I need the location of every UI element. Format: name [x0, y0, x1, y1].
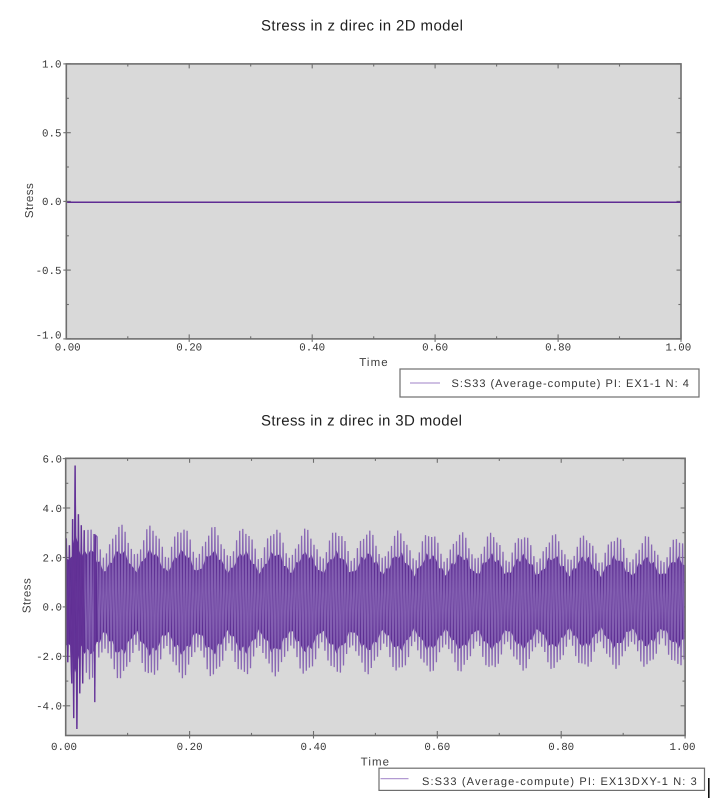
svg-text:0.40: 0.40: [299, 343, 325, 355]
svg-text:0.20: 0.20: [176, 343, 202, 355]
svg-text:0.40: 0.40: [301, 742, 327, 754]
svg-text:-1.0: -1.0: [36, 331, 62, 343]
svg-text:Time: Time: [359, 357, 389, 369]
svg-text:1.00: 1.00: [665, 343, 691, 355]
svg-text:-4.0: -4.0: [36, 702, 62, 714]
svg-text:0.00: 0.00: [55, 343, 81, 355]
svg-text:1.0: 1.0: [42, 60, 61, 72]
svg-text:6.0: 6.0: [43, 454, 62, 466]
svg-text:Stress: Stress: [22, 578, 34, 613]
svg-text:Time: Time: [361, 756, 391, 768]
svg-text:0.5: 0.5: [42, 129, 61, 141]
svg-text:0.60: 0.60: [424, 742, 450, 754]
svg-text:0.60: 0.60: [422, 343, 448, 355]
svg-text:-2.0: -2.0: [36, 652, 62, 664]
svg-text:0.80: 0.80: [545, 343, 571, 355]
svg-text:0.20: 0.20: [177, 742, 203, 754]
svg-text:4.0: 4.0: [43, 504, 62, 516]
svg-text:Stress in z direc in 2D model: Stress in z direc in 2D model: [261, 17, 463, 34]
svg-text:0.00: 0.00: [51, 742, 77, 754]
svg-text:0.0: 0.0: [42, 197, 61, 209]
svg-text:Stress in z direc in 3D model: Stress in z direc in 3D model: [261, 413, 462, 430]
svg-text:S:S33 (Average-compute) PI: EX: S:S33 (Average-compute) PI: EX13DXY-1 N:…: [422, 776, 698, 788]
svg-text:1.00: 1.00: [670, 742, 696, 754]
svg-text:2.0: 2.0: [43, 553, 62, 565]
svg-text:-0.5: -0.5: [36, 266, 62, 278]
svg-text:0.80: 0.80: [548, 742, 574, 754]
svg-text:S:S33 (Average-compute) PI: EX: S:S33 (Average-compute) PI: EX1-1 N: 4: [452, 378, 690, 390]
svg-text:0.0: 0.0: [43, 603, 62, 615]
svg-text:Stress: Stress: [24, 183, 36, 218]
